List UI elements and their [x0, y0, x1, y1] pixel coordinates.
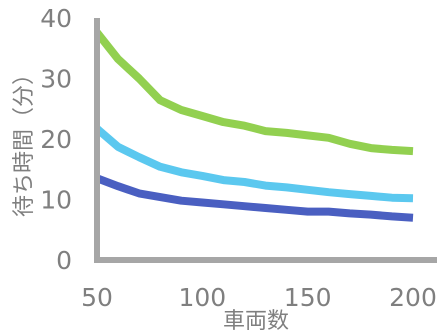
x-tick-label: 100 [178, 283, 226, 312]
y-tick-label: 40 [40, 4, 72, 33]
x-tick-label: 50 [81, 283, 113, 312]
y-tick-label: 10 [40, 186, 72, 215]
x-tick-labels: 50 100 150 200 [81, 283, 437, 312]
series-layer [93, 30, 414, 222]
x-axis-title: 車両数 [223, 309, 289, 332]
axes-layer [94, 18, 437, 263]
y-tick-label: 0 [56, 246, 72, 275]
y-tick-labels: 0 10 20 30 40 [40, 4, 72, 275]
y-tick-label: 30 [40, 65, 72, 94]
series-line-1 [93, 30, 414, 156]
y-tick-label: 20 [40, 125, 72, 154]
series-line-2 [94, 125, 414, 203]
x-tick-label: 150 [284, 283, 332, 312]
series-line-3 [95, 174, 414, 222]
x-tick-label: 200 [389, 283, 437, 312]
y-axis-title: 待ち時間（分） [12, 63, 37, 217]
